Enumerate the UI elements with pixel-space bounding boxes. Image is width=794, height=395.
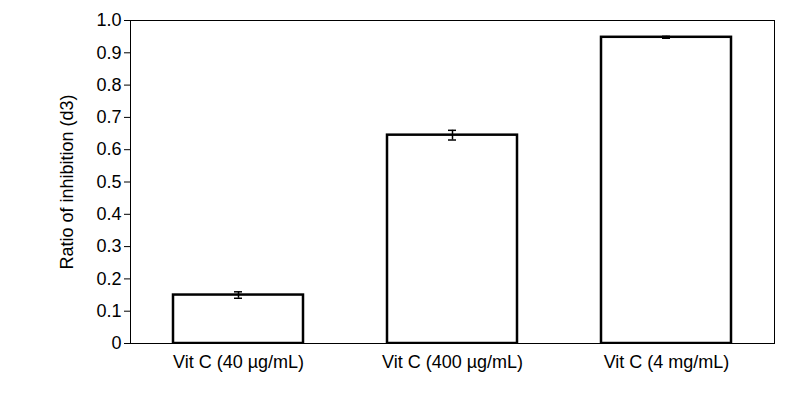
svg-text:0.6: 0.6 (96, 139, 121, 159)
svg-text:0.2: 0.2 (96, 269, 121, 289)
svg-text:Vit C (400 µg/mL): Vit C (400 µg/mL) (382, 352, 523, 372)
svg-text:0.9: 0.9 (96, 43, 121, 63)
svg-text:0.5: 0.5 (96, 172, 121, 192)
svg-text:Vit C (4 mg/mL): Vit C (4 mg/mL) (604, 352, 730, 372)
svg-text:Vit C (40 µg/mL): Vit C (40 µg/mL) (173, 352, 304, 372)
svg-text:0.7: 0.7 (96, 107, 121, 127)
svg-text:0.1: 0.1 (96, 301, 121, 321)
svg-text:0.8: 0.8 (96, 75, 121, 95)
svg-text:0.3: 0.3 (96, 236, 121, 256)
svg-text:Ratio of inhibition (d3): Ratio of inhibition (d3) (57, 94, 77, 269)
svg-text:0: 0 (111, 333, 121, 353)
svg-text:0.4: 0.4 (96, 204, 121, 224)
svg-text:1.0: 1.0 (96, 10, 121, 30)
